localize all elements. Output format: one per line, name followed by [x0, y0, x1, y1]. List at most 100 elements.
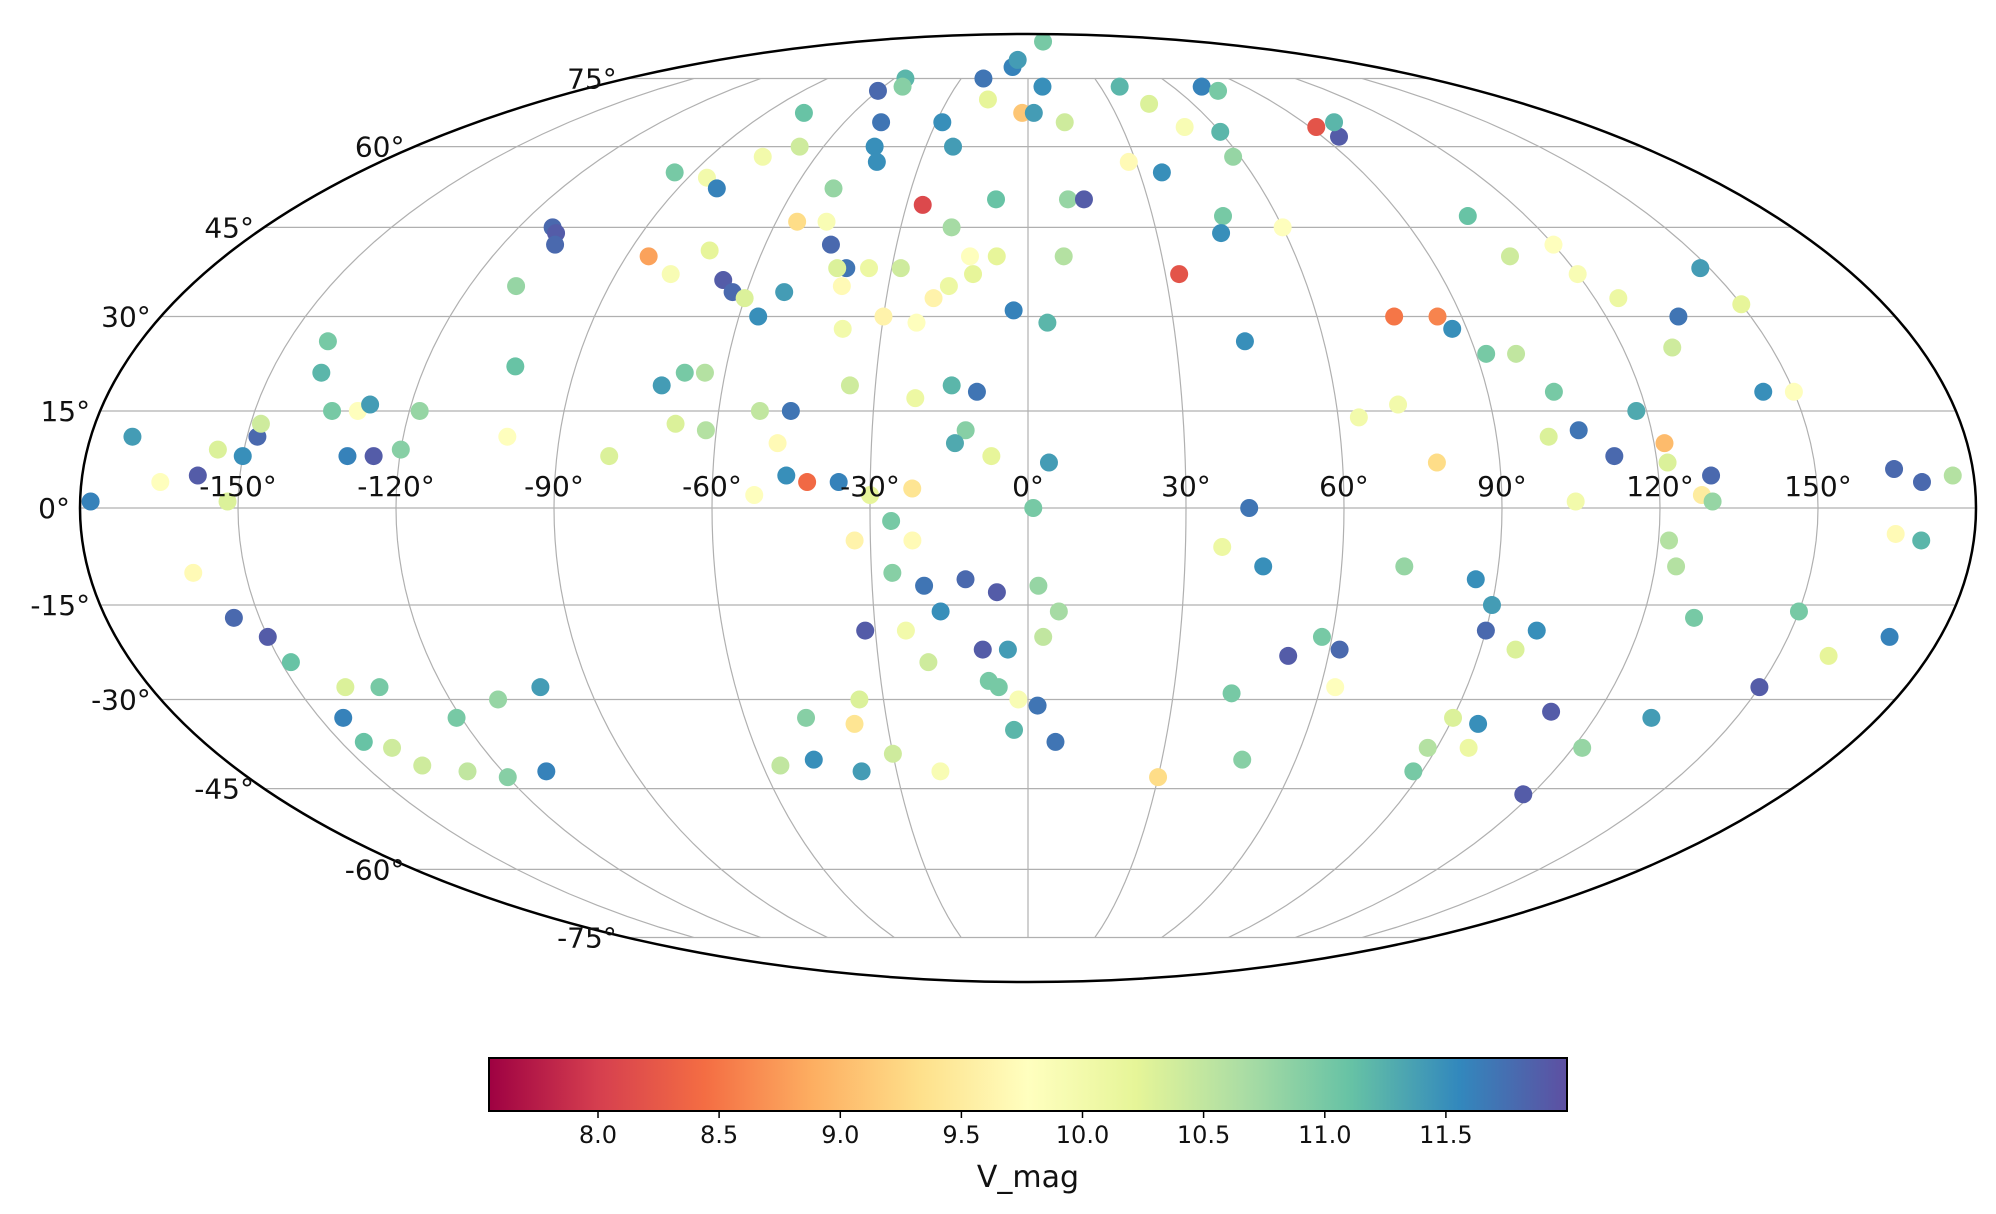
data-point [1211, 122, 1230, 141]
latitude-tick-label: -60° [345, 853, 405, 886]
meridian-line [1161, 78, 1345, 938]
colorbar-ticks: 8.0 8.5 9.0 9.5 10.0 10.5 11.0 11.5 [579, 1111, 1473, 1149]
data-point [1544, 382, 1563, 401]
data-point [915, 576, 934, 595]
colorbar: 8.0 8.5 9.0 9.5 10.0 10.5 11.0 11.5 V_mag [488, 1057, 1568, 1195]
colorbar-label: V_mag [977, 1160, 1079, 1195]
data-point [1325, 113, 1344, 132]
data-point [883, 563, 902, 582]
data-point [1660, 531, 1679, 550]
data-point [1750, 678, 1769, 697]
data-point [391, 440, 410, 459]
data-point [1943, 466, 1962, 485]
data-point [987, 583, 1006, 602]
data-point [924, 289, 943, 308]
data-point [336, 678, 355, 697]
data-point [1389, 395, 1408, 414]
data-point [224, 608, 243, 627]
data-point [1685, 608, 1704, 627]
data-point [973, 640, 992, 659]
data-point [546, 235, 565, 254]
data-point [188, 466, 207, 485]
data-point [1140, 94, 1159, 113]
data-point [781, 401, 800, 420]
data-point [1049, 602, 1068, 621]
data-point [1055, 113, 1074, 132]
data-point [361, 395, 380, 414]
data-point [987, 247, 1006, 266]
data-point [906, 389, 925, 408]
data-point [939, 277, 958, 296]
data-point [798, 473, 817, 492]
data-point [1500, 247, 1519, 266]
data-point [1627, 401, 1646, 420]
colorbar-tick-label: 9.5 [942, 1121, 980, 1149]
data-point [1642, 708, 1661, 727]
data-point [1885, 460, 1904, 479]
data-point [123, 427, 142, 446]
data-point [989, 678, 1008, 697]
data-point [281, 653, 300, 672]
data-point [1054, 247, 1073, 266]
data-point [1212, 224, 1231, 243]
data-point [896, 621, 915, 640]
data-point [413, 756, 432, 775]
data-point [1222, 684, 1241, 703]
data-point [1544, 235, 1563, 254]
data-point [850, 690, 869, 709]
data-point [942, 218, 961, 237]
data-point [1566, 492, 1585, 511]
data-point [1444, 708, 1463, 727]
data-point [1009, 690, 1028, 709]
colorbar-tick-label: 10.5 [1177, 1121, 1230, 1149]
meridian-line [869, 78, 962, 938]
data-point [829, 473, 848, 492]
data-point [956, 570, 975, 589]
data-point [845, 714, 864, 733]
data-point [845, 531, 864, 550]
data-point [1912, 473, 1931, 492]
data-point [1880, 627, 1899, 646]
data-point [338, 447, 357, 466]
data-point [1819, 646, 1838, 665]
data-point [804, 750, 823, 769]
data-point [1209, 81, 1228, 100]
data-point [666, 414, 685, 433]
data-point [1349, 408, 1368, 427]
data-point [1008, 50, 1027, 69]
data-point [410, 401, 429, 420]
colorbar-tick-label: 9.0 [821, 1121, 859, 1149]
data-point [1034, 34, 1053, 51]
data-point [749, 307, 768, 326]
meridian-line [1094, 78, 1187, 938]
data-point [944, 137, 963, 156]
data-point [1477, 344, 1496, 363]
data-point [867, 152, 886, 171]
data-point [81, 492, 100, 511]
data-point [498, 427, 517, 446]
longitude-tick-label: -30° [840, 470, 900, 503]
data-point [1482, 596, 1501, 615]
data-point [788, 212, 807, 231]
data-point [735, 289, 754, 308]
data-point [323, 401, 342, 420]
data-point [1507, 344, 1526, 363]
data-point [1110, 77, 1129, 96]
data-point [258, 627, 277, 646]
data-point [860, 259, 879, 278]
data-point [1254, 557, 1273, 576]
data-point [1539, 427, 1558, 446]
data-point [1233, 750, 1252, 769]
data-point [1542, 702, 1561, 721]
data-point [1214, 207, 1233, 226]
data-point [1004, 301, 1023, 320]
data-point [1395, 557, 1414, 576]
data-point [489, 690, 508, 709]
longitude-tick-label: 120° [1626, 470, 1693, 503]
longitude-tick-label: 0° [1012, 470, 1044, 503]
longitude-tick-label: 30° [1161, 470, 1211, 503]
data-point [1279, 646, 1298, 665]
data-point [700, 241, 719, 260]
data-point [1605, 447, 1624, 466]
data-point [370, 678, 389, 697]
